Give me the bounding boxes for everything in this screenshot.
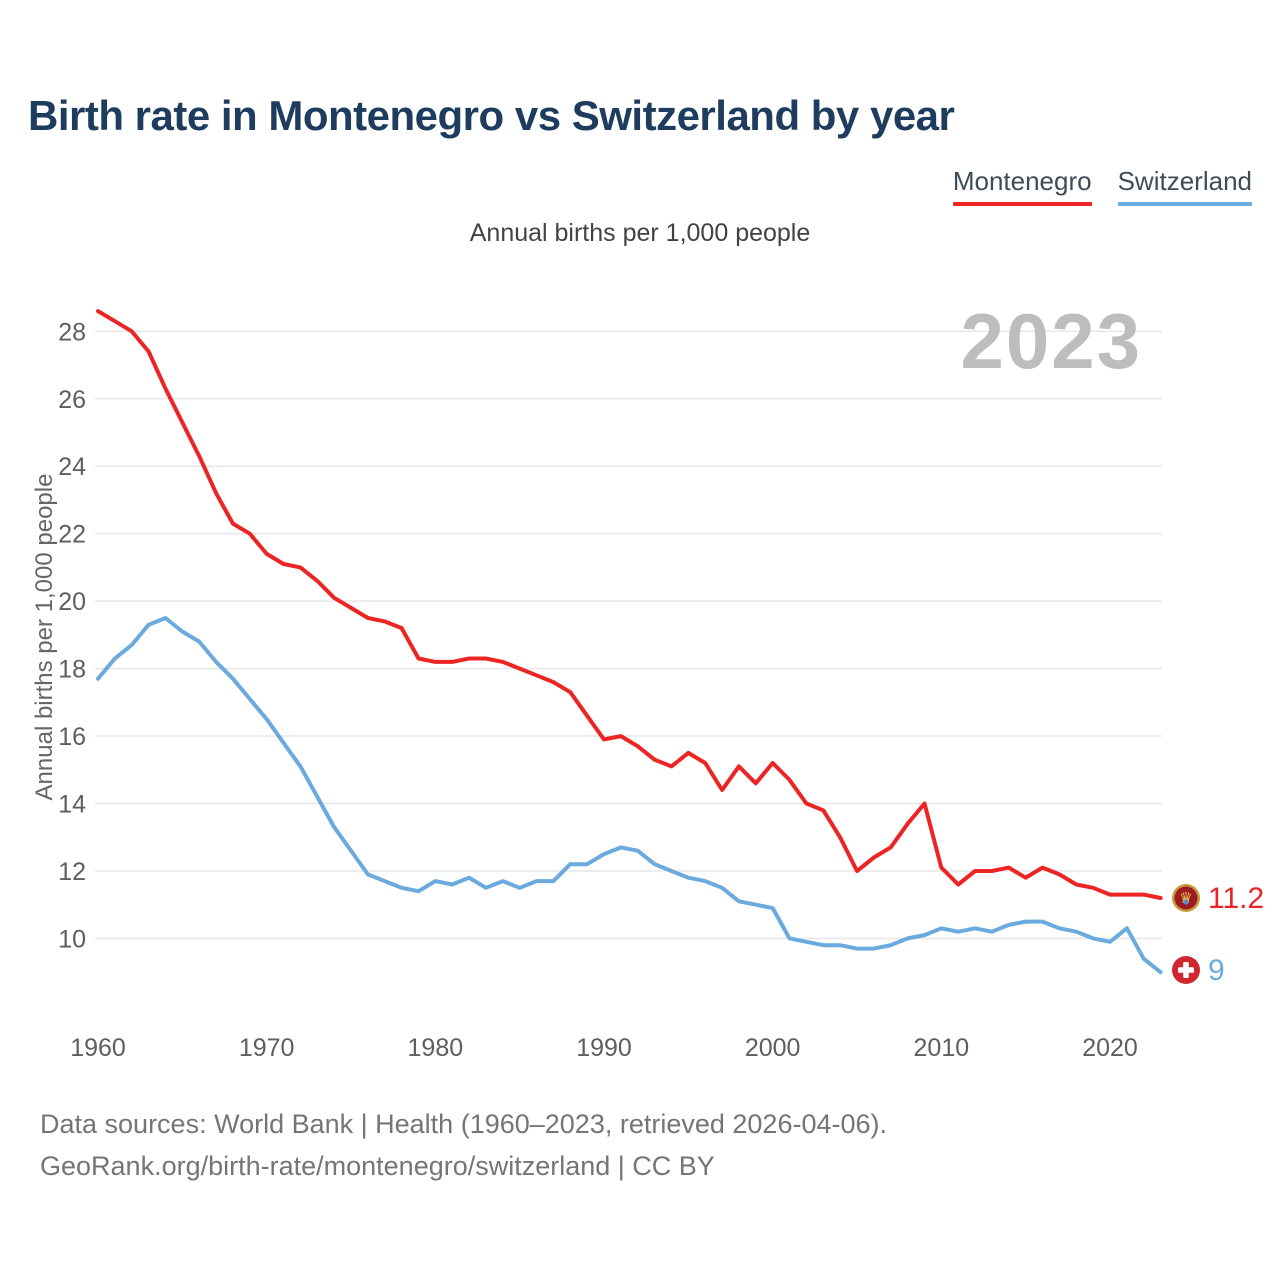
montenegro-end-value: 11.2 bbox=[1208, 882, 1264, 915]
legend-item-switzerland[interactable]: Switzerland bbox=[1117, 166, 1252, 206]
series-line-montenegro[interactable] bbox=[96, 309, 1163, 900]
footer-attribution: GeoRank.org/birth-rate/montenegro/switze… bbox=[40, 1151, 715, 1181]
y-tick-18: 18 bbox=[58, 656, 86, 684]
legend-label-montenegro: Montenegro bbox=[952, 166, 1092, 196]
x-tick-2000: 2000 bbox=[745, 1034, 801, 1062]
page-title: Birth rate in Montenegro vs Switzerland … bbox=[28, 92, 955, 139]
y-tick-14: 14 bbox=[58, 791, 86, 819]
montenegro-flag-icon: ♛ bbox=[1172, 884, 1200, 912]
footer-data-sources: Data sources: World Bank | Health (1960–… bbox=[40, 1109, 887, 1139]
switzerland-end-value: 9 bbox=[1208, 954, 1225, 987]
x-tick-1980: 1980 bbox=[408, 1034, 464, 1062]
x-tick-1970: 1970 bbox=[239, 1034, 295, 1062]
x-tick-2020: 2020 bbox=[1082, 1034, 1138, 1062]
y-tick-10: 10 bbox=[58, 925, 86, 953]
y-tick-12: 12 bbox=[58, 858, 86, 886]
y-tick-26: 26 bbox=[58, 386, 86, 414]
chart-subtitle: Annual births per 1,000 people bbox=[469, 219, 811, 247]
y-tick-22: 22 bbox=[58, 521, 86, 549]
y-tick-28: 28 bbox=[58, 318, 86, 346]
x-tick-1960: 1960 bbox=[70, 1034, 126, 1062]
switzerland-flag-icon bbox=[1172, 956, 1200, 984]
x-tick-2010: 2010 bbox=[914, 1034, 970, 1062]
svg-text:♛: ♛ bbox=[1179, 890, 1192, 907]
legend-label-switzerland: Switzerland bbox=[1117, 166, 1252, 196]
y-tick-20: 20 bbox=[58, 588, 86, 616]
legend: Montenegro Switzerland bbox=[952, 166, 1252, 206]
legend-item-montenegro[interactable]: Montenegro bbox=[952, 166, 1092, 206]
series-lines bbox=[96, 309, 1163, 975]
gridlines bbox=[95, 330, 1162, 940]
x-tick-1990: 1990 bbox=[576, 1034, 632, 1062]
y-tick-16: 16 bbox=[58, 723, 86, 751]
y-axis-title: Annual births per 1,000 people bbox=[31, 474, 58, 801]
y-tick-24: 24 bbox=[58, 453, 86, 481]
axis-tick-labels: 10 12 14 16 18 20 22 24 26 28 1960 1970 1980 1990 2000… bbox=[58, 318, 1138, 1062]
chart-footer: Data sources: World Bank | Health (1960–… bbox=[40, 1103, 887, 1187]
watermark-year: 2023 bbox=[960, 297, 1142, 385]
series-line-switzerland[interactable] bbox=[96, 616, 1163, 975]
legend-swatch-montenegro bbox=[952, 202, 1092, 206]
legend-swatch-switzerland bbox=[1117, 202, 1252, 206]
